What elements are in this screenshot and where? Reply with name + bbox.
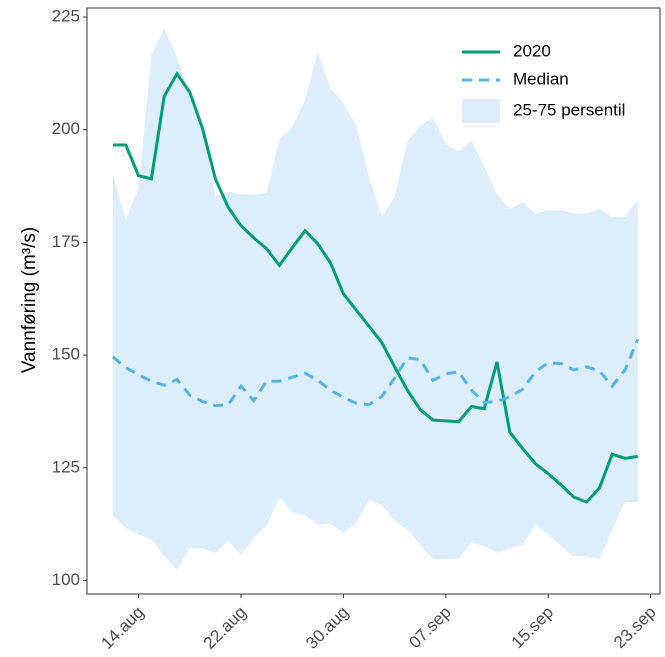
x-tick-label: 14.aug [97, 603, 147, 652]
x-tick-label: 15.sep [508, 603, 558, 652]
plot-frame [86, 7, 661, 595]
y-tick-label: 200 [52, 119, 80, 138]
band [113, 29, 638, 570]
legend-label: 25-75 persentil [513, 100, 625, 119]
y-tick-label: 150 [52, 345, 80, 364]
y-tick-label: 225 [52, 6, 80, 25]
x-tick-label: 23.sep [610, 603, 660, 652]
legend-label: 2020 [513, 41, 551, 60]
line [113, 70, 639, 504]
legend-label: Median [513, 69, 569, 88]
x-tick-label: 07.sep [405, 603, 455, 652]
x-tick-label: 22.aug [200, 603, 250, 652]
x-tick-label: 30.aug [302, 603, 352, 652]
legend-swatch [462, 99, 500, 123]
y-axis-label: Vannføring (m³/s) [19, 227, 40, 373]
y-tick-label: 125 [52, 457, 80, 476]
y-tick-label: 100 [52, 570, 80, 589]
y-tick-label: 175 [52, 232, 80, 251]
line [112, 338, 640, 408]
